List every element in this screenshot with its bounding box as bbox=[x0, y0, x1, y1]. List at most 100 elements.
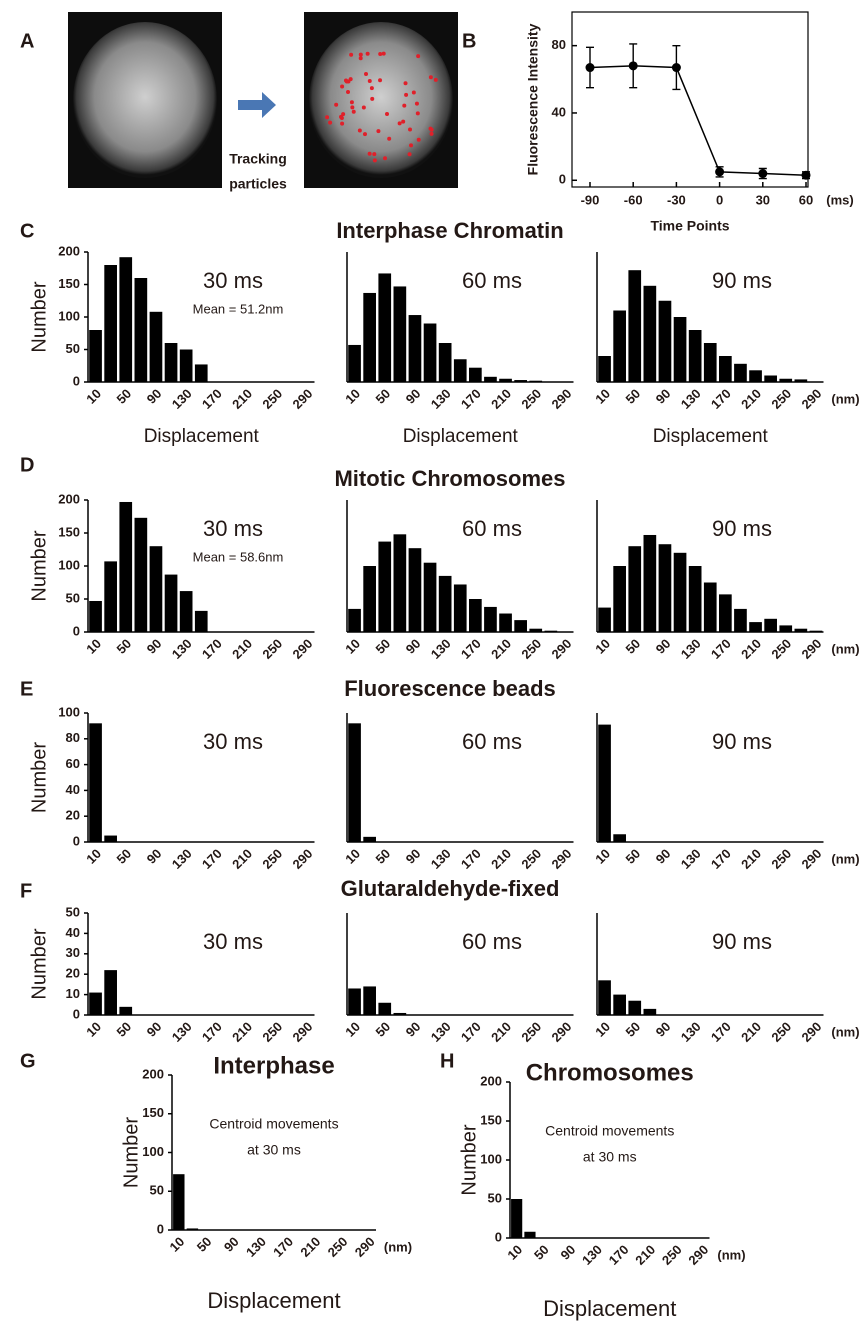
bar bbox=[749, 370, 762, 382]
y-tick-label: 200 bbox=[480, 1073, 502, 1088]
bar bbox=[628, 270, 641, 382]
bar bbox=[424, 324, 437, 383]
y-axis-label: Number bbox=[120, 1117, 142, 1188]
y-tick-label: 0 bbox=[495, 1229, 502, 1244]
bar bbox=[409, 315, 422, 382]
particle-marker bbox=[349, 53, 353, 57]
particle-marker bbox=[412, 90, 416, 94]
x-tick-label: 170 bbox=[199, 386, 225, 412]
x-tick-label: 130 bbox=[169, 636, 195, 662]
bar bbox=[499, 379, 512, 382]
bar bbox=[689, 566, 702, 632]
x-tick-label: 10 bbox=[342, 386, 363, 407]
particle-marker bbox=[334, 103, 338, 107]
particle-marker bbox=[430, 128, 434, 132]
chart-title: Interphase bbox=[213, 1052, 334, 1079]
x-tick-label: 290 bbox=[549, 1019, 575, 1045]
x-axis-label: Displacement bbox=[403, 426, 519, 447]
note: Centroid movements bbox=[209, 1116, 338, 1132]
point bbox=[758, 169, 767, 178]
x-tick-label: 90 bbox=[144, 846, 165, 867]
particle-marker bbox=[401, 120, 405, 124]
x-tick-label: 170 bbox=[199, 1019, 225, 1045]
particle-marker bbox=[378, 78, 382, 82]
bar bbox=[529, 381, 542, 382]
particle-marker bbox=[417, 138, 421, 142]
y-tick-label: 200 bbox=[58, 243, 80, 258]
x-axis-label: Displacement bbox=[207, 1288, 340, 1313]
y-tick-label: 40 bbox=[66, 782, 80, 797]
x-tick-label: 290 bbox=[290, 1019, 316, 1045]
bar bbox=[764, 619, 777, 632]
y-tick-label: 80 bbox=[66, 730, 80, 745]
x-tick-label: 130 bbox=[169, 1019, 195, 1045]
x-tick-label: 130 bbox=[243, 1234, 269, 1260]
bar bbox=[499, 614, 512, 632]
y-tick-label: 80 bbox=[552, 37, 566, 52]
annotation: 30 ms bbox=[203, 268, 263, 293]
particle-marker bbox=[404, 93, 408, 97]
note: at 30 ms bbox=[583, 1149, 637, 1165]
bar bbox=[150, 546, 163, 632]
x-tick-label: 250 bbox=[518, 846, 544, 872]
particle-marker bbox=[340, 116, 344, 120]
x-tick-label: 210 bbox=[488, 636, 514, 662]
y-tick-label: 150 bbox=[142, 1105, 164, 1120]
arrow-label: Tracking bbox=[229, 151, 287, 167]
unit-label: (ms) bbox=[826, 192, 853, 207]
x-tick-label: 90 bbox=[558, 1242, 579, 1263]
y-tick-label: 150 bbox=[58, 524, 80, 539]
x-tick-label: 210 bbox=[229, 1019, 255, 1045]
x-tick-label: 50 bbox=[372, 846, 393, 867]
bar bbox=[454, 359, 467, 382]
annotation: 90 ms bbox=[712, 268, 772, 293]
x-tick-label: 90 bbox=[653, 386, 674, 407]
x-tick-label: 90 bbox=[144, 636, 165, 657]
bar bbox=[439, 343, 452, 382]
x-tick-label: 250 bbox=[518, 636, 544, 662]
y-tick-label: 50 bbox=[66, 904, 80, 919]
panel-label: H bbox=[440, 1050, 454, 1072]
bar bbox=[734, 609, 747, 632]
y-tick-label: 20 bbox=[66, 966, 80, 981]
bar bbox=[628, 546, 641, 632]
x-tick-label: -60 bbox=[624, 192, 643, 207]
note: at 30 ms bbox=[247, 1142, 301, 1158]
bar bbox=[598, 608, 611, 632]
x-tick-label: 250 bbox=[259, 846, 285, 872]
x-tick-label: 290 bbox=[799, 846, 825, 872]
bar bbox=[545, 631, 558, 632]
x-tick-label: 50 bbox=[194, 1234, 215, 1255]
row-title: Fluorescence beads bbox=[344, 676, 556, 701]
line bbox=[590, 66, 806, 175]
bar bbox=[363, 293, 376, 382]
y-tick-label: 150 bbox=[58, 276, 80, 291]
bar bbox=[524, 1232, 535, 1238]
x-tick-label: 170 bbox=[270, 1234, 296, 1260]
x-tick-label: 210 bbox=[229, 386, 255, 412]
y-axis-label: Number bbox=[28, 742, 50, 813]
bar bbox=[689, 330, 702, 382]
x-tick-label: 170 bbox=[708, 386, 734, 412]
bar bbox=[394, 1013, 407, 1015]
bar bbox=[195, 364, 208, 382]
particle-marker bbox=[370, 86, 374, 90]
particle-marker bbox=[383, 156, 387, 160]
bar bbox=[779, 379, 792, 382]
x-tick-label: 170 bbox=[199, 846, 225, 872]
bar bbox=[628, 1001, 641, 1015]
row-title: Interphase Chromatin bbox=[336, 218, 563, 243]
x-tick-label: 250 bbox=[768, 846, 794, 872]
annotation: 60 ms bbox=[462, 729, 522, 754]
x-tick-label: 90 bbox=[653, 636, 674, 657]
particle-marker bbox=[416, 54, 420, 58]
bar bbox=[348, 345, 361, 382]
x-tick-label: 210 bbox=[297, 1234, 323, 1260]
x-tick-label: -90 bbox=[581, 192, 600, 207]
x-tick-label: 250 bbox=[768, 636, 794, 662]
panel-label: A bbox=[20, 30, 34, 52]
x-tick-label: 250 bbox=[659, 1242, 685, 1268]
bar bbox=[734, 364, 747, 382]
particle-marker bbox=[408, 152, 412, 156]
unit-label: (nm) bbox=[831, 391, 859, 406]
